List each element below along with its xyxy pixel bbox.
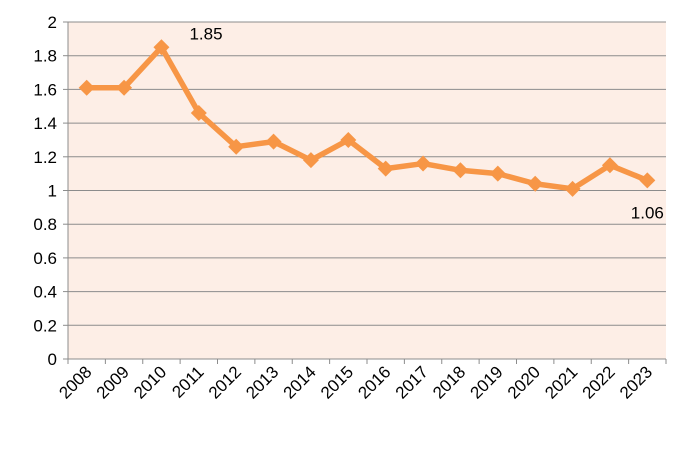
x-tick-labels: 2008200920102011201220132014201520162017… (55, 362, 656, 402)
x-tick-label: 2019 (466, 362, 506, 402)
axes (63, 21, 667, 364)
y-tick-label: 1 (48, 182, 57, 201)
data-point-2023 (639, 172, 656, 189)
y-tick-label: 1.8 (33, 47, 57, 66)
data-point-2014 (302, 152, 319, 169)
x-tick-label: 2015 (317, 362, 357, 402)
data-point-2009 (116, 79, 133, 96)
data-point-2016 (377, 160, 394, 177)
x-tick-label: 2021 (541, 362, 581, 402)
data-labels: 1.85 1.06 (189, 24, 663, 222)
y-tick-label: 0.6 (33, 249, 57, 268)
data-point-2020 (527, 175, 544, 192)
y-tick-label: 0.8 (33, 215, 57, 234)
data-point-2018 (452, 162, 469, 179)
x-tick-label: 2013 (242, 362, 282, 402)
y-tick-label: 1.4 (33, 114, 57, 133)
series-line-0 (83, 44, 651, 192)
data-point-2012 (228, 138, 245, 155)
x-tick-label: 2014 (280, 362, 320, 402)
y-tick-label: 1.2 (33, 148, 57, 167)
data-point-2015 (340, 131, 357, 148)
x-tick-label: 2016 (354, 362, 394, 402)
data-point-2019 (489, 165, 506, 182)
x-tick-label: 2010 (130, 362, 170, 402)
y-tick-label: 0.4 (33, 283, 57, 302)
y-tick-label: 2 (48, 13, 57, 32)
x-tick-label: 2022 (579, 362, 619, 402)
data-point-2022 (601, 157, 618, 174)
series-layer (78, 39, 656, 197)
y-tick-label: 0 (48, 350, 57, 369)
data-point-2008 (78, 79, 95, 96)
x-tick-label: 2012 (205, 362, 245, 402)
x-tick-label: 2008 (55, 362, 95, 402)
y-tick-label: 0.2 (33, 316, 57, 335)
data-point-2010 (153, 39, 170, 56)
data-label-2023: 1.06 (631, 203, 664, 222)
y-tick-label: 1.6 (33, 80, 57, 99)
data-point-2021 (564, 180, 581, 197)
y-tick-labels: 0 0.2 0.4 0.6 0.8 1 1.2 1.4 1.6 1.8 2 (33, 13, 57, 369)
x-tick-label: 2023 (616, 362, 656, 402)
x-tick-label: 2017 (392, 362, 432, 402)
x-tick-label: 2018 (429, 362, 469, 402)
x-tick-label: 2020 (504, 362, 544, 402)
x-tick-label: 2011 (168, 362, 207, 401)
x-tick-label: 2009 (93, 362, 133, 402)
data-point-2017 (415, 155, 432, 172)
data-label-2010: 1.85 (189, 24, 222, 43)
data-point-2013 (265, 133, 282, 150)
data-point-2011 (190, 104, 207, 121)
